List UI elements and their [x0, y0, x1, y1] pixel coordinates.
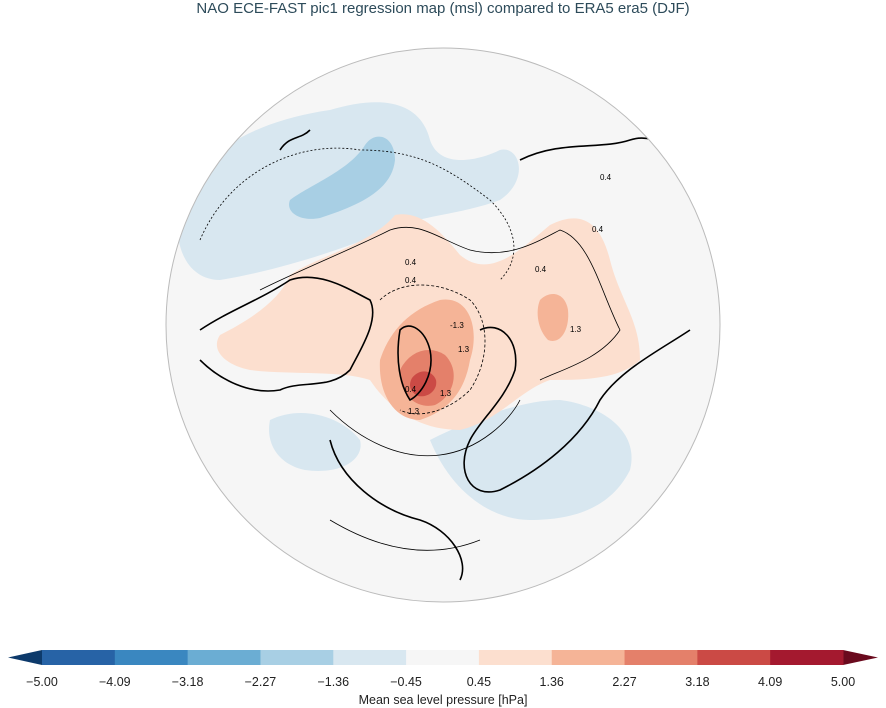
- contour-labels: 0.4 0.4 0.4 0.4 -1.3 1.3 1.3 1.3 0.4 1.3…: [405, 173, 612, 416]
- map-boundary: [165, 47, 721, 603]
- colorbar-tick-label: 0.45: [466, 675, 492, 689]
- contour-label: -1.3: [450, 321, 464, 330]
- positive-anomaly-core: [410, 371, 437, 397]
- colorbar-tick-label: 4.09: [758, 675, 783, 689]
- colorbar-tick-label: −4.09: [98, 675, 131, 689]
- colorbar-bin: [187, 650, 261, 665]
- colorbar: [8, 650, 878, 665]
- colorbar-tick-label: −2.27: [244, 675, 277, 689]
- contour-label: 0.4: [405, 276, 417, 285]
- colorbar-tick-label: 5.00: [830, 675, 856, 689]
- contour-label: 1.3: [570, 325, 582, 334]
- contour-label: 1.3: [440, 389, 452, 398]
- era5-contours: [199, 147, 621, 551]
- colorbar-tick-label: 1.36: [539, 675, 564, 689]
- colorbar-tick-label: −0.45: [390, 675, 422, 689]
- colorbar-bin: [114, 650, 189, 665]
- colorbar-bin: [624, 650, 698, 665]
- colorbar-tick-label: 3.18: [685, 675, 710, 689]
- contour-label: 0.4: [405, 258, 417, 267]
- colorbar-tick-label: −3.18: [171, 675, 204, 689]
- colorbar-label: Mean sea level pressure [hPa]: [358, 693, 528, 707]
- colorbar-bin: [770, 650, 844, 665]
- contour-label: 1.3: [408, 407, 420, 416]
- contour-label: 0.4: [535, 265, 547, 274]
- negative-anomaly-americas: [269, 412, 361, 471]
- positive-anomaly-siberia: [537, 294, 569, 341]
- colorbar-bin: [260, 650, 334, 665]
- colorbar-bin: [551, 650, 626, 665]
- colorbar-bin: [697, 650, 771, 665]
- colorbar-extend-low: [8, 650, 42, 665]
- contour-label: 0.4: [592, 225, 604, 234]
- chart-title: NAO ECE-FAST pic1 regression map (msl) c…: [196, 0, 690, 17]
- contour-label: 1.3: [458, 345, 470, 354]
- negative-core-pacific: [289, 136, 395, 219]
- colorbar-bin: [478, 650, 553, 665]
- colorbar-tick-label: −1.36: [317, 675, 350, 689]
- colorbar-tick-label: 2.27: [612, 675, 637, 689]
- colorbar-bin: [333, 650, 407, 665]
- polar-map: 0.4 0.4 0.4 0.4 -1.3 1.3 1.3 1.3 0.4 1.3…: [165, 47, 721, 603]
- colorbar-extend-high: [843, 650, 878, 665]
- contour-label: 0.4: [405, 385, 417, 394]
- colorbar-tick-label: −5.00: [26, 675, 58, 689]
- colorbar-bin: [42, 650, 116, 665]
- colorbar-bin: [406, 650, 480, 665]
- contour-label: 0.4: [600, 173, 612, 182]
